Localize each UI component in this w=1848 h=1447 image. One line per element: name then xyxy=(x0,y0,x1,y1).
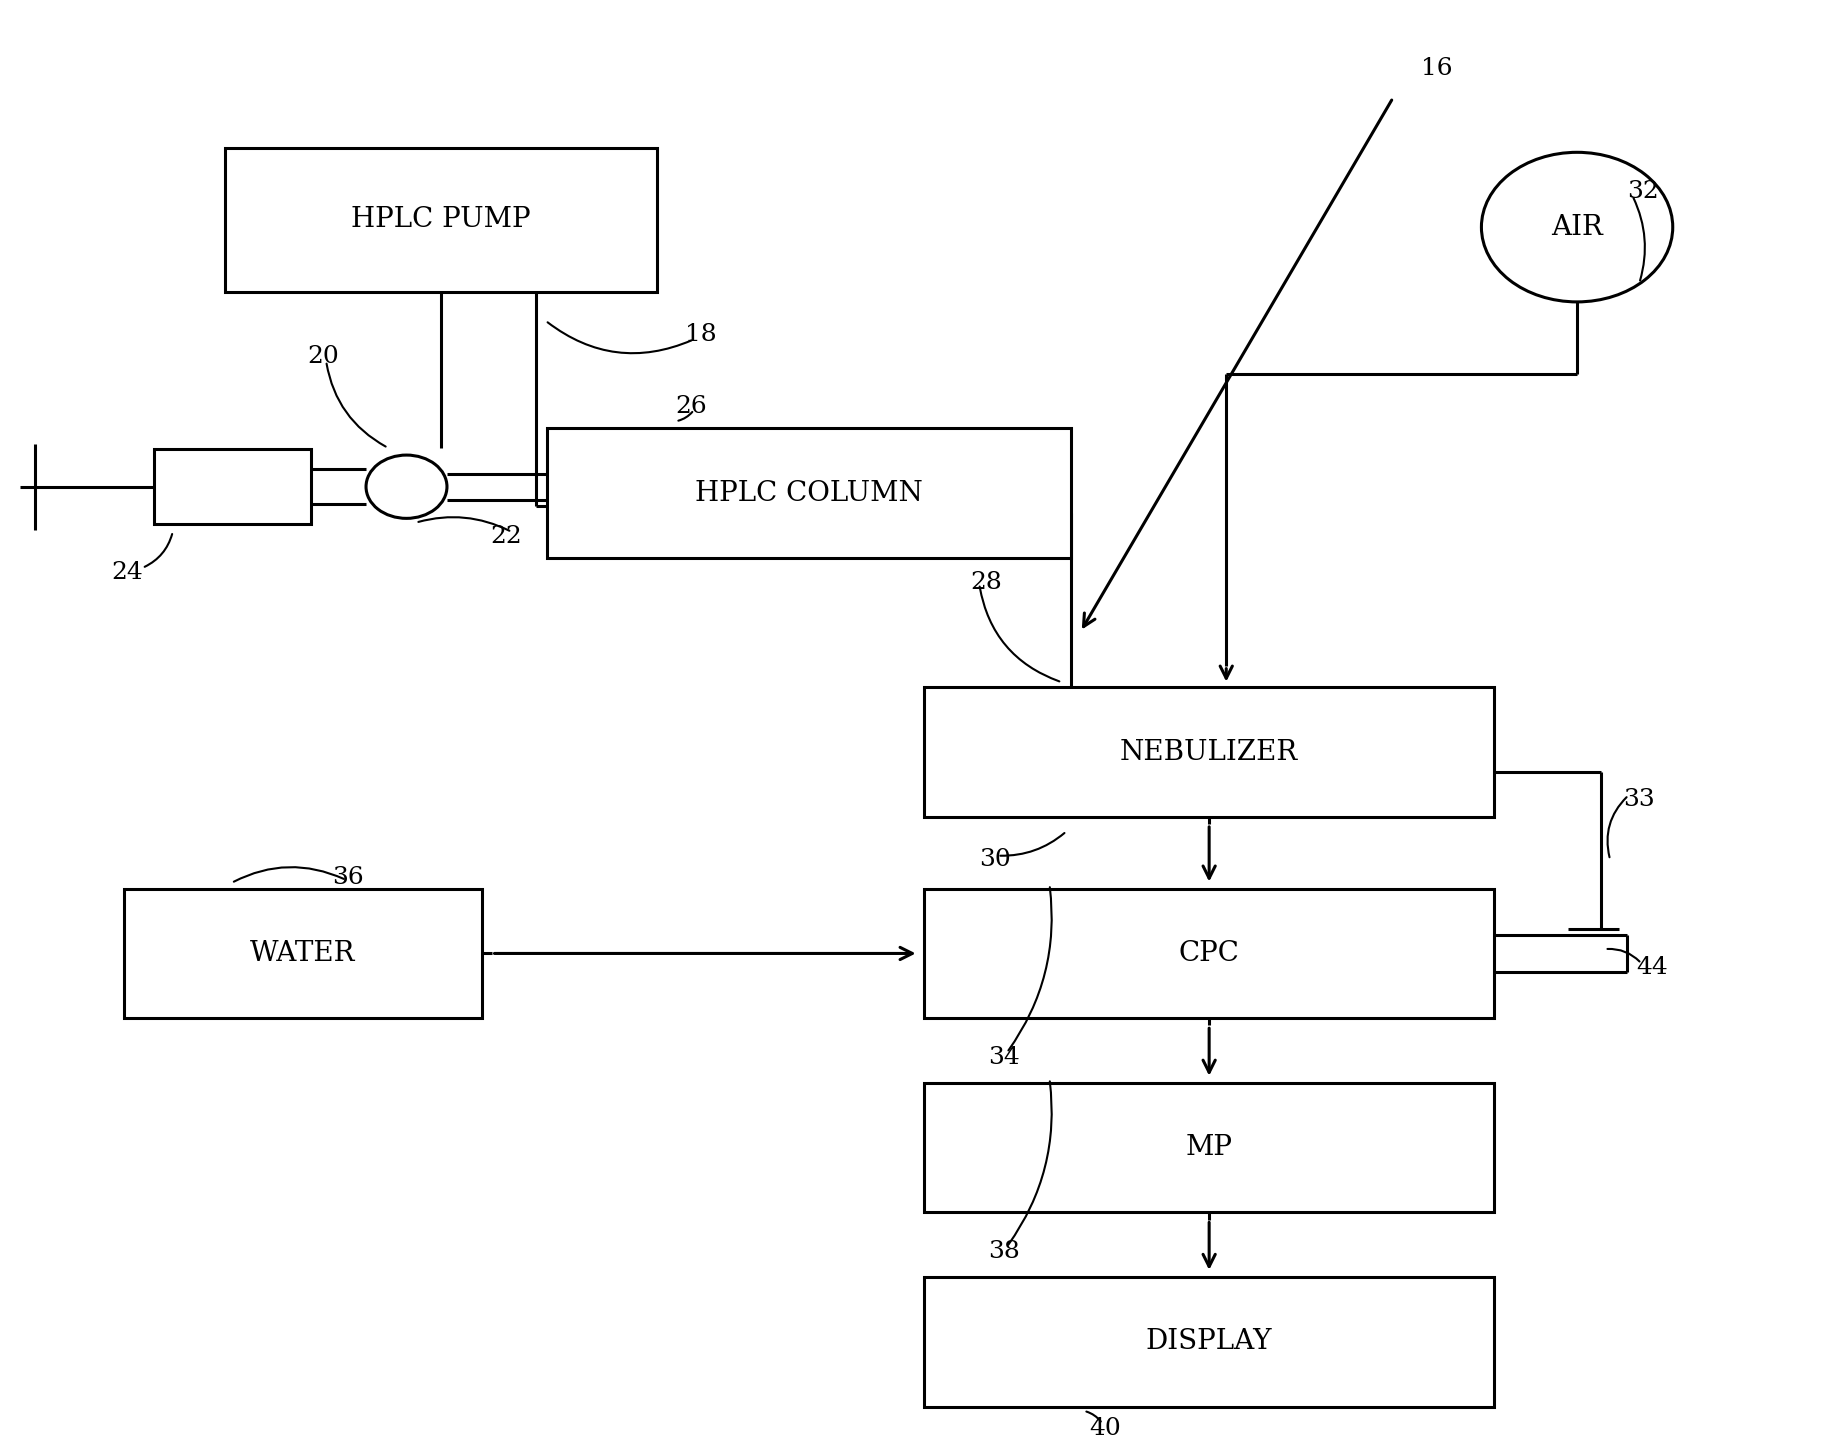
Text: HPLC COLUMN: HPLC COLUMN xyxy=(695,480,922,506)
Text: CPC: CPC xyxy=(1179,941,1240,967)
Circle shape xyxy=(366,454,447,518)
Text: 16: 16 xyxy=(1421,58,1453,81)
Text: WATER: WATER xyxy=(249,941,357,967)
Text: DISPLAY: DISPLAY xyxy=(1146,1328,1273,1356)
Text: 33: 33 xyxy=(1623,789,1654,812)
Text: 40: 40 xyxy=(1090,1417,1122,1440)
Text: 18: 18 xyxy=(686,324,717,346)
Text: 32: 32 xyxy=(1626,179,1658,203)
Circle shape xyxy=(1482,152,1672,302)
Bar xyxy=(924,1082,1495,1213)
Text: 30: 30 xyxy=(979,848,1011,871)
Text: MP: MP xyxy=(1186,1134,1233,1160)
Text: 44: 44 xyxy=(1635,956,1667,980)
Bar xyxy=(924,888,1495,1019)
Bar xyxy=(924,687,1495,816)
Text: 26: 26 xyxy=(676,395,708,418)
Text: HPLC PUMP: HPLC PUMP xyxy=(351,207,530,233)
Text: AIR: AIR xyxy=(1550,214,1602,240)
Bar xyxy=(547,428,1072,559)
Bar xyxy=(225,148,658,292)
Text: 24: 24 xyxy=(111,561,142,583)
Bar xyxy=(155,450,310,524)
Text: NEBULIZER: NEBULIZER xyxy=(1120,738,1299,765)
Text: 34: 34 xyxy=(989,1046,1020,1068)
Text: 20: 20 xyxy=(309,344,340,368)
Text: 36: 36 xyxy=(331,865,364,888)
Bar xyxy=(924,1278,1495,1406)
Text: 28: 28 xyxy=(970,572,1002,593)
Text: 38: 38 xyxy=(989,1240,1020,1263)
Text: 22: 22 xyxy=(490,525,521,548)
Bar xyxy=(124,888,482,1019)
